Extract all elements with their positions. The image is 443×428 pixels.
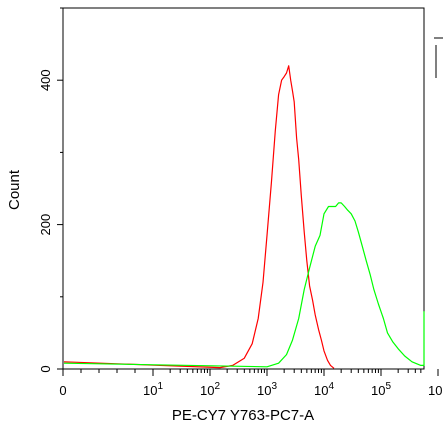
series-layer: [63, 65, 425, 369]
y-axis-label: Count: [6, 169, 23, 210]
legend-clipped: [434, 37, 443, 78]
x-tick-label: 106: [428, 381, 443, 398]
x-axis-ticks: 0 101 102 103 104 105 106: [59, 369, 443, 398]
y-tick-label: 200: [38, 214, 53, 236]
x-tick-label: 101: [143, 381, 163, 398]
y-axis-ticks: 0 200 400: [38, 7, 63, 373]
x-tick-label: 105: [371, 381, 391, 398]
y-tick-label: 400: [38, 69, 53, 91]
x-tick-label: 0: [59, 383, 66, 398]
series-line-1: [63, 65, 335, 369]
y-tick-label: 0: [38, 365, 53, 372]
x-tick-label: 104: [314, 381, 334, 398]
plot-frame: [62, 7, 425, 370]
x-tick-label: 103: [257, 381, 277, 398]
x-axis-label: PE-CY7 Y763-PC7-A: [172, 407, 314, 424]
x-tick-label: 102: [200, 381, 220, 398]
series-line-2: [63, 202, 425, 368]
